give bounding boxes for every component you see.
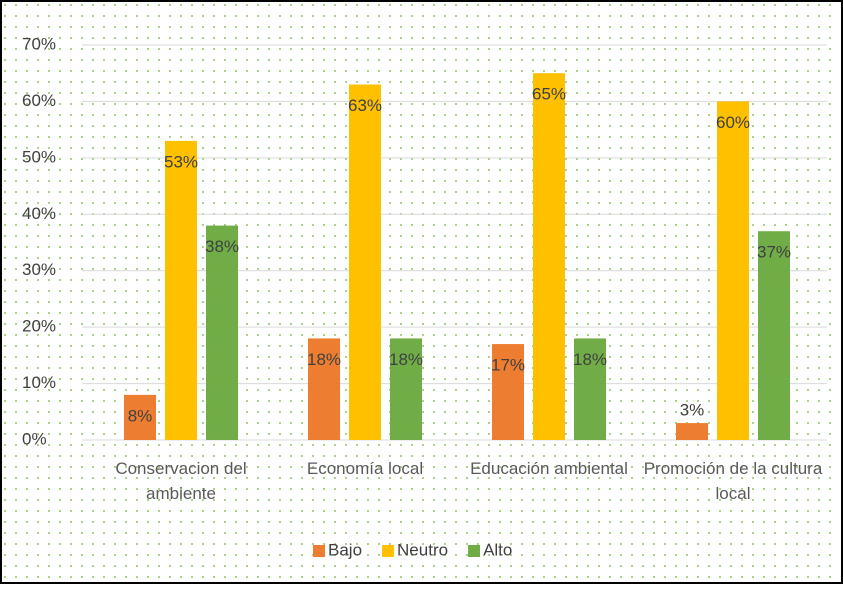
- background-pattern: [3, 3, 840, 581]
- x-tick-label: Economía local: [306, 459, 424, 478]
- bar: [492, 344, 524, 440]
- data-label: 18%: [573, 350, 607, 369]
- legend-label: Neutro: [397, 540, 448, 559]
- x-tick-label: Promoción de la cultura local: [643, 459, 823, 503]
- bar: [124, 394, 156, 440]
- bar: [676, 423, 708, 440]
- bar: [165, 140, 197, 440]
- bar: [758, 231, 790, 440]
- y-tick-label: 0%: [22, 429, 47, 448]
- x-tick-label-box: Conservacion del ambiente: [115, 459, 247, 503]
- bar: [206, 225, 238, 440]
- x-tick-label: Conservacion del ambiente: [115, 459, 247, 503]
- x-tick-label: Educación ambiental: [470, 459, 628, 478]
- data-label: 8%: [128, 406, 153, 425]
- data-label: 53%: [164, 152, 198, 171]
- y-tick-label: 50%: [22, 147, 56, 166]
- x-tick-label-box: Educación ambiental: [470, 459, 628, 478]
- bar: [308, 338, 340, 440]
- x-tick-label-box: Economía local: [306, 459, 424, 478]
- y-tick-label: 10%: [22, 373, 56, 392]
- x-tick-label-box: Promoción de la cultura local: [643, 459, 823, 503]
- y-tick-label: 70%: [22, 34, 56, 53]
- bar: [349, 84, 381, 440]
- legend-label: Bajo: [328, 540, 362, 559]
- legend-swatch: [313, 545, 325, 557]
- data-label: 17%: [491, 356, 525, 375]
- bar: [574, 338, 606, 440]
- y-tick-label: 40%: [22, 204, 56, 223]
- data-label: 18%: [307, 350, 341, 369]
- bar: [390, 338, 422, 440]
- y-tick-label: 30%: [22, 260, 56, 279]
- legend-swatch: [468, 545, 481, 557]
- y-tick-label: 60%: [22, 91, 56, 110]
- data-label: 65%: [532, 85, 566, 104]
- data-label: 63%: [348, 96, 382, 115]
- data-label: 3%: [680, 401, 705, 420]
- data-label: 37%: [757, 243, 791, 262]
- data-label: 38%: [205, 237, 239, 256]
- y-tick-label: 20%: [22, 317, 56, 336]
- data-label: 18%: [389, 350, 423, 369]
- legend-swatch: [382, 545, 395, 557]
- bar: [533, 73, 565, 440]
- data-label: 60%: [716, 113, 750, 132]
- bar: [717, 101, 749, 440]
- legend-label: Alto: [483, 540, 512, 559]
